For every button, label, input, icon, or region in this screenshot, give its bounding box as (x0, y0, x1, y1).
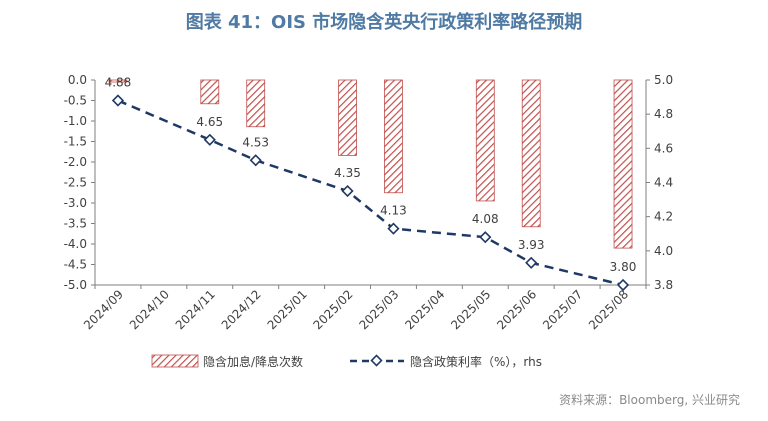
x-tick-label: 2025/02 (311, 287, 356, 332)
source-note: 资料来源：Bloomberg, 兴业研究 (559, 393, 740, 407)
data-label: 4.53 (242, 135, 269, 149)
left-tick-label: -2.0 (64, 155, 87, 169)
legend-bar-label: 隐含加息/降息次数 (203, 354, 303, 369)
rate-marker (249, 154, 262, 167)
left-tick-label: -3.5 (64, 217, 87, 231)
right-tick-label: 5.0 (654, 73, 673, 87)
chart-title: 图表 41：OIS 市场隐含英央行政策利率路径预期 (185, 12, 583, 33)
bar (613, 79, 633, 249)
left-tick-label: 0.0 (68, 73, 87, 87)
left-tick-label: -4.5 (64, 258, 87, 272)
rate-marker (111, 94, 125, 107)
x-tick-label: 2025/05 (448, 287, 493, 332)
legend-line-label: 隐含政策利率（%），rhs (410, 354, 542, 369)
x-tick-label: 2025/06 (494, 287, 539, 332)
bar (246, 79, 266, 128)
x-tick-label: 2025/04 (402, 287, 447, 332)
left-tick-label: -0.5 (64, 94, 87, 108)
labels-group: 4.88 4.65 4.53 4.35 4.13 4.08 3.93 3.80 (105, 76, 637, 275)
bar (200, 79, 220, 105)
data-label: 4.88 (105, 76, 132, 90)
bar (521, 79, 541, 228)
left-tick-label: -5.0 (64, 278, 87, 292)
line-group (111, 94, 630, 292)
bar (338, 79, 357, 156)
rate-marker (203, 133, 216, 146)
rate-marker (479, 231, 492, 244)
data-label: 4.65 (196, 115, 223, 129)
rate-marker (616, 278, 630, 292)
bars-group (108, 79, 633, 249)
right-tick-label: 4.0 (654, 244, 673, 258)
rate-marker (525, 256, 538, 269)
right-tick-label: 4.4 (654, 176, 673, 190)
x-tick-label: 2025/01 (265, 287, 310, 332)
x-tick-label: 2024/12 (219, 287, 264, 332)
rate-marker (387, 222, 400, 235)
left-tick-label: -2.5 (64, 176, 87, 190)
bar (475, 79, 495, 202)
axes-group: 0.0 -0.5 -1.0 -1.5 -2.0 -2.5 -3.0 -3.5 -4.0 -4.5 -… (64, 73, 674, 332)
bar (108, 79, 128, 83)
x-tick-label: 2025/08 (586, 287, 631, 332)
left-tick-label: -1.0 (64, 114, 87, 128)
x-tick-label: 2024/09 (81, 287, 126, 332)
left-tick-label: -1.5 (64, 135, 87, 149)
data-label: 4.08 (472, 212, 499, 226)
data-label: 3.80 (610, 260, 637, 274)
rate-marker (341, 184, 354, 198)
left-tick-label: -4.0 (64, 237, 87, 251)
x-tick-label: 2024/10 (127, 287, 172, 332)
data-label: 4.13 (380, 204, 407, 218)
right-tick-label: 4.6 (654, 141, 673, 155)
right-tick-label: 4.8 (654, 107, 673, 121)
x-tick-label: 2025/03 (356, 287, 401, 332)
legend: 隐含加息/降息次数 隐含政策利率（%），rhs (151, 354, 542, 369)
left-tick-label: -3.0 (64, 196, 87, 210)
rate-line (117, 99, 624, 287)
bar (384, 79, 403, 194)
x-tick-label: 2025/07 (540, 287, 585, 332)
right-tick-label: 3.8 (654, 278, 673, 292)
data-label: 3.93 (518, 238, 545, 252)
right-tick-label: 4.2 (654, 210, 673, 224)
x-tick-label: 2024/11 (173, 287, 218, 332)
data-label: 4.35 (334, 166, 361, 180)
legend-bar-swatch (151, 354, 199, 368)
legend-line-marker (370, 354, 383, 367)
